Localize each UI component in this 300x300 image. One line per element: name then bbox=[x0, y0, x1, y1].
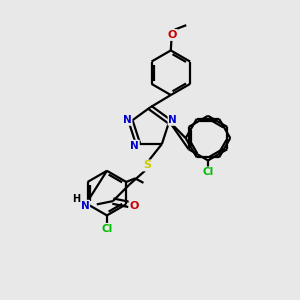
Text: Cl: Cl bbox=[101, 224, 112, 234]
Text: O: O bbox=[130, 201, 139, 211]
Text: Cl: Cl bbox=[202, 167, 214, 177]
Text: H: H bbox=[72, 194, 80, 204]
Text: S: S bbox=[143, 160, 151, 170]
Text: N: N bbox=[80, 201, 89, 211]
Text: N: N bbox=[168, 115, 177, 125]
Text: N: N bbox=[123, 115, 132, 125]
Text: O: O bbox=[168, 30, 177, 40]
Text: N: N bbox=[130, 140, 139, 151]
